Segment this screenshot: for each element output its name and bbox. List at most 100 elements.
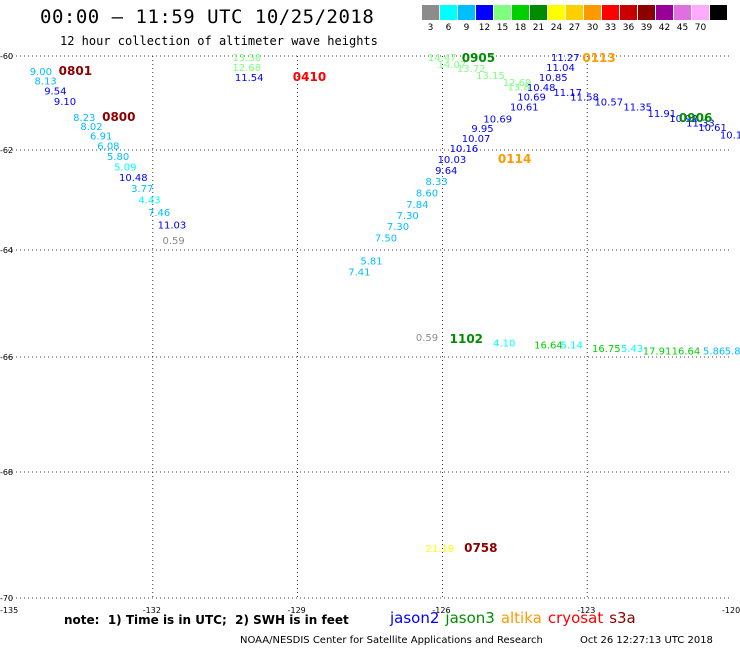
latitude-tick-label: -64 bbox=[0, 246, 13, 255]
legend-swatch bbox=[638, 5, 655, 20]
wave-height-label: 16.64 bbox=[672, 346, 701, 357]
legend-label: 39 bbox=[640, 23, 653, 33]
wave-height-label: 14.07 bbox=[438, 60, 467, 71]
wave-height-label: 4.43 bbox=[138, 196, 160, 207]
wave-height-label: 11.91 bbox=[648, 109, 677, 120]
wave-height-label: 0.59 bbox=[162, 236, 184, 247]
wave-height-label: 10.61 bbox=[510, 103, 539, 114]
wave-height-label: 8.33 bbox=[426, 177, 448, 188]
legend-label: 3 bbox=[427, 23, 434, 33]
wave-height-label: 5.83 bbox=[725, 346, 740, 357]
wave-height-label: 21.18 bbox=[426, 544, 455, 555]
wave-height-label: 7.46 bbox=[148, 208, 170, 219]
wave-height-label: 9.10 bbox=[54, 97, 76, 108]
wave-height-label: 13.72 bbox=[457, 64, 486, 75]
wave-height-label: 10.03 bbox=[438, 155, 467, 166]
wave-height-label: 8.60 bbox=[416, 189, 438, 200]
map-title: 00:00 – 11:59 UTC 10/25/2018 bbox=[40, 6, 375, 28]
legend-label: 18 bbox=[514, 23, 527, 33]
legend-label: 21 bbox=[532, 23, 545, 33]
pass-time-label: 0905 bbox=[462, 51, 495, 65]
wave-height-label: 10.92 bbox=[669, 114, 698, 125]
legend-swatch bbox=[530, 5, 547, 20]
wave-height-label: 11.27 bbox=[551, 53, 580, 64]
legend-swatch bbox=[584, 5, 601, 20]
wave-height-label: 11.58 bbox=[570, 93, 599, 104]
wave-height-label: 16.64 bbox=[534, 340, 563, 351]
wave-height-label: 10.48 bbox=[527, 83, 556, 94]
wave-height-label: 9.00 bbox=[30, 67, 52, 78]
wave-height-label: 8.13 bbox=[35, 77, 57, 88]
pass-time-label: 0114 bbox=[498, 152, 531, 166]
wave-height-label: 7.84 bbox=[406, 200, 428, 211]
wave-height-label: 11.03 bbox=[158, 221, 187, 232]
grid-lines bbox=[8, 55, 732, 599]
wave-height-label: 12.68 bbox=[232, 63, 261, 74]
wave-height-label: 13.15 bbox=[476, 71, 505, 82]
longitude-tick-label: -123 bbox=[577, 606, 595, 615]
legend-swatch bbox=[674, 5, 691, 20]
credit-line: NOAA/NESDIS Center for Satellite Applica… bbox=[240, 635, 543, 646]
legend-label: 42 bbox=[658, 23, 671, 33]
satellite-key: jason2 jason3 altika cryosat s3a bbox=[390, 609, 642, 627]
longitude-tick-label: -129 bbox=[288, 606, 306, 615]
legend-swatch bbox=[512, 5, 529, 20]
legend-label: 15 bbox=[496, 23, 509, 33]
legend-label: 70 bbox=[694, 23, 707, 33]
wave-height-label: 5.80 bbox=[107, 152, 129, 163]
latitude-tick-label: -70 bbox=[0, 594, 13, 603]
legend-swatch bbox=[566, 5, 583, 20]
pass-time-label: 0906 bbox=[679, 111, 712, 125]
wave-height-label: 5.09 bbox=[114, 163, 136, 174]
pass-time-label: 0801 bbox=[59, 64, 92, 78]
wave-height-label: 6.08 bbox=[97, 142, 119, 153]
wave-height-label: 9.54 bbox=[44, 87, 66, 98]
legend-swatch bbox=[602, 5, 619, 20]
legend-swatch bbox=[494, 5, 511, 20]
wave-height-label: 14.47 bbox=[428, 53, 457, 64]
wave-height-label: 17.91 bbox=[643, 346, 672, 357]
wave-height-label: 7.50 bbox=[375, 234, 397, 245]
wave-height-label: 3.77 bbox=[131, 184, 153, 195]
wave-height-label: 5.14 bbox=[561, 340, 583, 351]
wave-height-label: 9.95 bbox=[471, 124, 493, 135]
wave-height-label: 8.23 bbox=[73, 113, 95, 124]
latitude-tick-label: -62 bbox=[0, 146, 13, 155]
satellite-name: jason3 bbox=[445, 609, 495, 627]
wave-height-label: 11.35 bbox=[623, 103, 652, 114]
pass-time-label: 1102 bbox=[450, 332, 483, 346]
longitude-tick-label: -135 bbox=[0, 606, 18, 615]
wave-height-label: 5.81 bbox=[360, 256, 382, 267]
longitude-tick-label: -126 bbox=[432, 606, 450, 615]
legend-swatch bbox=[656, 5, 673, 20]
wave-height-label: 10.48 bbox=[119, 173, 148, 184]
wave-height-label: 13.38 bbox=[232, 53, 261, 64]
legend-label: 36 bbox=[622, 23, 635, 33]
wave-height-label: 11.17 bbox=[553, 88, 582, 99]
wave-height-label: 5.43 bbox=[621, 344, 643, 355]
wave-height-label: 9.64 bbox=[435, 166, 457, 177]
legend-label: 33 bbox=[604, 23, 617, 33]
longitude-tick-label: -120 bbox=[722, 606, 740, 615]
wave-height-label: 5.86 bbox=[703, 346, 725, 357]
wave-height-label: 4.10 bbox=[493, 338, 515, 349]
wave-height-label: 10.69 bbox=[483, 114, 512, 125]
legend-swatch bbox=[458, 5, 475, 20]
legend-swatch bbox=[422, 5, 439, 20]
wave-height-label: 8.02 bbox=[80, 122, 102, 133]
legend-label: 6 bbox=[445, 23, 452, 33]
satellite-name: cryosat bbox=[547, 609, 604, 627]
wave-height-values: 9.008.139.549.10 8.238.026.916.085.805.09… bbox=[30, 53, 740, 555]
wave-height-label: 11.54 bbox=[235, 73, 264, 84]
legend-label: 9 bbox=[463, 23, 470, 33]
satellite-name: s3a bbox=[609, 609, 636, 627]
latitude-tick-label: -60 bbox=[0, 52, 13, 61]
satellite-name: altika bbox=[500, 609, 542, 627]
wave-height-label: 11.04 bbox=[546, 63, 575, 74]
pass-time-label: 0410 bbox=[293, 70, 326, 84]
legend-label: 12 bbox=[478, 23, 491, 33]
wave-height-label: 12.69 bbox=[503, 78, 532, 89]
longitude-tick-label: -132 bbox=[143, 606, 161, 615]
pass-time-label: 0113 bbox=[582, 51, 615, 65]
